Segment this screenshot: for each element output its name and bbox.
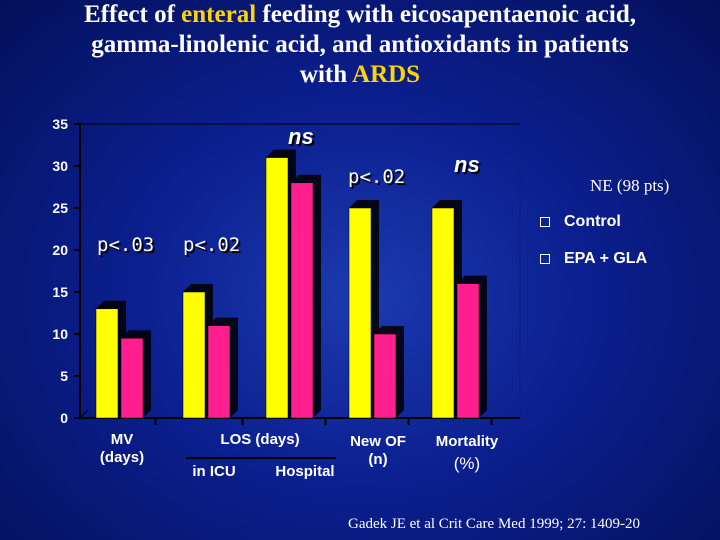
bar-side: [479, 275, 487, 418]
chart-title: Effect of enteral feeding with eicosapen…: [0, 0, 720, 90]
legend-label-control: Control: [564, 213, 621, 230]
y-tick-label: 20: [52, 242, 68, 258]
title-text: feeding with eicosapentaenoic acid,: [256, 1, 636, 28]
legend-item-control: Control: [540, 213, 621, 231]
bar-control: [182, 291, 206, 419]
bar-control: [95, 308, 119, 419]
y-tick-label: 35: [52, 116, 68, 132]
bar-side: [230, 317, 238, 418]
legend-box-control: [540, 216, 550, 227]
bar-top: [349, 200, 379, 208]
category-label-newof: New OF (n): [340, 433, 416, 469]
citation: Gadek JE et al Crit Care Med 1999; 27: 1…: [348, 516, 641, 532]
legend-item-epa: EPA + GLA: [540, 250, 647, 268]
bar-top: [121, 330, 151, 339]
category-label-mortality: Mortality (%): [424, 433, 510, 473]
bar-epa: [207, 325, 231, 419]
category-label-unit: (days): [99, 449, 145, 466]
legend-label-epa: EPA + GLA: [564, 250, 648, 267]
title-text: gamma-linolenic acid, and antioxidants i…: [91, 31, 629, 58]
bar-control: [348, 207, 372, 419]
category-label-mv: MV (days): [92, 431, 152, 467]
bar-epa: [120, 337, 144, 419]
legend-box-epa: [540, 253, 550, 264]
category-label-unit: (%): [453, 454, 481, 473]
ns-label-mortality: ns: [454, 152, 480, 177]
category-label-unit: (n): [368, 451, 388, 468]
bar-epa: [456, 283, 480, 419]
bar-epa: [290, 182, 314, 419]
bar-control: [265, 157, 289, 419]
bar-side: [396, 326, 404, 418]
y-tick-label: 15: [52, 284, 68, 300]
ns-label-hospital: ns: [288, 124, 314, 149]
title-text: Effect of: [84, 1, 182, 28]
title-highlight: ARDS: [352, 61, 421, 88]
y-tick-label: 0: [60, 410, 68, 426]
bar-side: [143, 330, 151, 418]
legend-title: NE (98 pts): [590, 176, 670, 195]
category-label-hospital: Hospital: [275, 463, 335, 480]
floor-edge: [79, 409, 89, 419]
bar-top: [291, 174, 321, 183]
bar-top: [266, 149, 296, 158]
bar-side: [313, 174, 321, 418]
category-label-text: Mortality: [435, 433, 499, 450]
category-label-text: MV: [110, 431, 134, 448]
p-value-mv: p<.03: [97, 234, 155, 256]
bar-top: [208, 317, 238, 326]
bar-top: [457, 275, 487, 284]
y-tick-label: 30: [52, 158, 68, 174]
y-tick-label: 5: [60, 368, 68, 384]
p-value-icu: p<.02: [183, 234, 241, 256]
bar-top: [374, 326, 404, 334]
bar-control: [431, 207, 455, 419]
bar-top: [183, 284, 213, 292]
bar-top: [432, 200, 462, 208]
title-text: with: [299, 61, 353, 88]
bar-top: [96, 300, 126, 309]
y-tick-label: 10: [52, 326, 68, 342]
category-label-los: LOS (days): [220, 431, 300, 448]
y-tick-label: 25: [52, 200, 68, 216]
category-label-text: New OF: [350, 433, 406, 450]
title-highlight: enteral: [181, 1, 257, 28]
category-label-icu: in ICU: [192, 463, 236, 480]
p-value-newof: p<.02: [348, 166, 406, 188]
bar-epa: [373, 333, 397, 419]
